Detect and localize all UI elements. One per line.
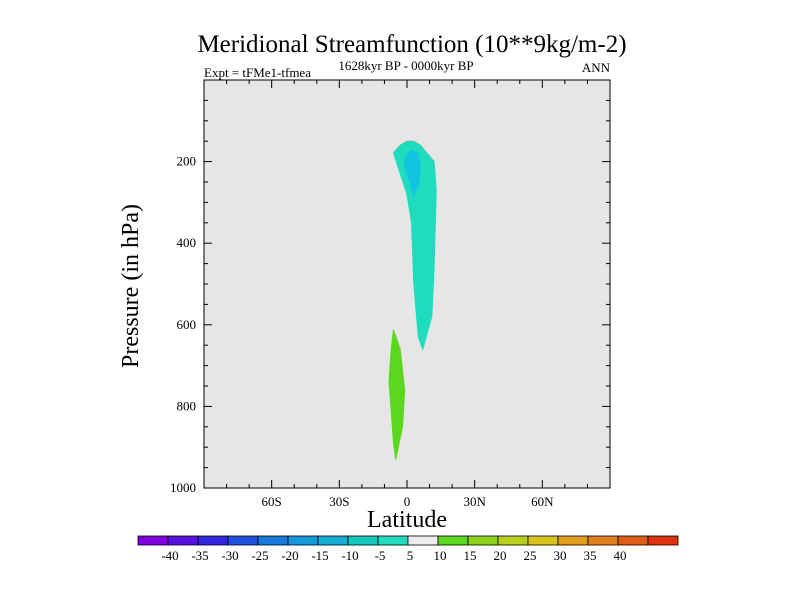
colorbar-box <box>587 535 619 546</box>
colorbar-box <box>617 535 649 546</box>
contour-region-negative-cell-core <box>404 149 422 198</box>
colorbar-label: -15 <box>311 548 328 563</box>
colorbar-label: -40 <box>161 548 178 563</box>
colorbar-label: 5 <box>407 548 414 563</box>
colorbar-box <box>557 535 589 546</box>
x-tick-labels: 60S 30S 0 30N 60N <box>262 494 555 509</box>
colorbar-label: -35 <box>191 548 208 563</box>
colorbar-label: -30 <box>221 548 238 563</box>
x-axis-label: Latitude <box>367 507 447 533</box>
colorbar-label: 40 <box>614 548 627 563</box>
period-label: 1628kyr BP - 0000kyr BP <box>338 58 473 73</box>
colorbar-box <box>227 535 259 546</box>
plot-frame <box>203 79 611 489</box>
y-tick-label: 400 <box>177 235 197 250</box>
x-tick-label: 30S <box>329 494 349 509</box>
colorbar <box>137 535 679 546</box>
axis-ticks <box>204 80 610 488</box>
y-tick-labels: 200 400 600 800 1000 <box>170 154 196 495</box>
colorbar-label: 30 <box>554 548 567 563</box>
colorbar-labels: -40 -35 -30 -25 -20 -15 -10 -5 5 10 15 20 25 30 35 40 <box>161 548 626 563</box>
y-tick-label: 800 <box>177 398 197 413</box>
colorbar-box <box>137 535 169 546</box>
colorbar-label: -20 <box>281 548 298 563</box>
colorbar-box <box>197 535 229 546</box>
colorbar-label: 15 <box>464 548 477 563</box>
colorbar-label: 20 <box>494 548 507 563</box>
colorbar-label: 25 <box>524 548 537 563</box>
contour-region-negative-cell-upper <box>392 140 437 351</box>
y-tick-label: 600 <box>177 317 197 332</box>
colorbar-box <box>407 535 439 546</box>
experiment-label: Expt = tFMe1-tfmea <box>204 65 311 80</box>
colorbar-label: 10 <box>434 548 447 563</box>
colorbar-box <box>647 535 679 546</box>
colorbar-box <box>527 535 559 546</box>
chart-title: Meridional Streamfunction (10**9kg/m-2) <box>197 31 626 58</box>
contour-region-positive-cell-lower <box>388 329 406 460</box>
contour-regions <box>388 140 437 460</box>
colorbar-label: 35 <box>584 548 597 563</box>
colorbar-box <box>437 535 469 546</box>
colorbar-label: -10 <box>341 548 358 563</box>
colorbar-box <box>347 535 379 546</box>
x-tick-label: 0 <box>404 494 411 509</box>
colorbar-box <box>257 535 289 546</box>
colorbar-box <box>317 535 349 546</box>
colorbar-box <box>287 535 319 546</box>
x-tick-label: 60N <box>531 494 554 509</box>
x-tick-label: 60S <box>262 494 282 509</box>
y-axis-label: Pressure (in hPa) <box>118 204 144 368</box>
colorbar-box <box>467 535 499 546</box>
colorbar-label: -25 <box>251 548 268 563</box>
y-tick-label: 1000 <box>170 480 196 495</box>
colorbar-box <box>167 535 199 546</box>
y-tick-label: 200 <box>177 154 197 169</box>
x-tick-label: 30N <box>463 494 486 509</box>
colorbar-box <box>377 535 409 546</box>
season-label: ANN <box>582 60 611 75</box>
colorbar-label: -5 <box>375 548 386 563</box>
colorbar-box <box>497 535 529 546</box>
